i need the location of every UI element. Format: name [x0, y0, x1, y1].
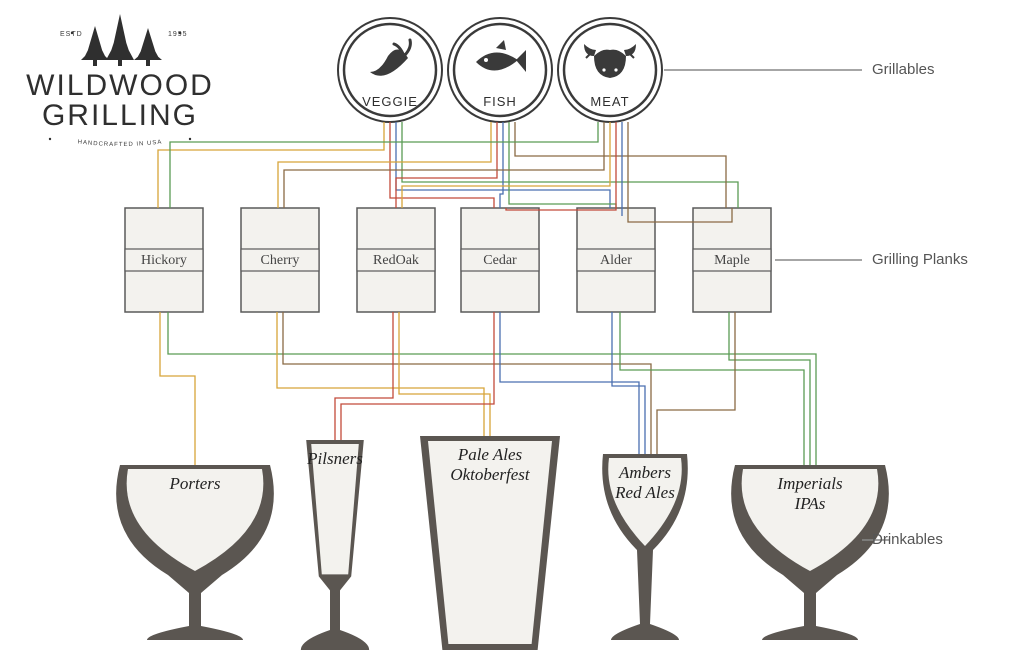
plank-hickory: Hickory — [125, 208, 203, 312]
grillable-meat: MEAT — [558, 18, 662, 122]
plank-cherry: Cherry — [241, 208, 319, 312]
glass-ambers: AmbersRed Ales — [602, 454, 688, 640]
plank-alder: Alder — [577, 208, 655, 312]
grillable-fish: FISH — [448, 18, 552, 122]
svg-text:1995: 1995 — [168, 31, 188, 38]
glass-porters: Porters — [116, 465, 274, 640]
plank-redoak: RedOak — [357, 208, 435, 312]
edges-grillables-to-planks — [158, 122, 738, 222]
row-label: Grilling Planks — [775, 251, 968, 268]
svg-text:Cherry: Cherry — [261, 253, 300, 268]
svg-text:Grilling Planks: Grilling Planks — [872, 251, 968, 268]
svg-text:HANDCRAFTED IN USA: HANDCRAFTED IN USA — [77, 139, 162, 148]
grillable-veggie: VEGGIE — [338, 18, 442, 122]
plank-maple: Maple — [693, 208, 771, 312]
svg-text:Alder: Alder — [600, 253, 632, 268]
svg-text:Cedar: Cedar — [483, 253, 517, 268]
plank-cedar: Cedar — [461, 208, 539, 312]
svg-text:Red Ales: Red Ales — [614, 483, 675, 502]
svg-text:Grillables: Grillables — [872, 61, 935, 78]
svg-text:Pale Ales: Pale Ales — [457, 445, 523, 464]
svg-text:Maple: Maple — [714, 253, 750, 268]
svg-text:Oktoberfest: Oktoberfest — [450, 465, 531, 484]
pairing-diagram: ESTD1995WILDWOODGRILLINGHANDCRAFTED IN U… — [0, 0, 1024, 663]
glass-paleales: Pale AlesOktoberfest — [420, 436, 560, 650]
svg-text:Pilsners: Pilsners — [306, 449, 363, 468]
svg-text:GRILLING: GRILLING — [42, 99, 198, 132]
svg-text:Imperials: Imperials — [776, 474, 843, 493]
svg-text:FISH: FISH — [483, 94, 517, 109]
svg-text:Porters: Porters — [169, 474, 221, 493]
svg-text:RedOak: RedOak — [373, 253, 419, 268]
logo: ESTD1995WILDWOODGRILLINGHANDCRAFTED IN U… — [26, 14, 214, 148]
svg-text:VEGGIE: VEGGIE — [362, 94, 418, 109]
row-label: Grillables — [664, 61, 935, 78]
svg-text:IPAs: IPAs — [794, 494, 826, 513]
glass-imperials: ImperialsIPAs — [731, 465, 889, 640]
svg-text:Hickory: Hickory — [141, 253, 187, 268]
svg-text:Drinkables: Drinkables — [872, 531, 943, 548]
svg-text:Ambers: Ambers — [618, 463, 671, 482]
svg-text:MEAT: MEAT — [590, 94, 629, 109]
row-label: Drinkables — [862, 531, 943, 548]
glass-pilsners: Pilsners — [301, 440, 369, 650]
svg-text:WILDWOOD: WILDWOOD — [26, 69, 214, 102]
